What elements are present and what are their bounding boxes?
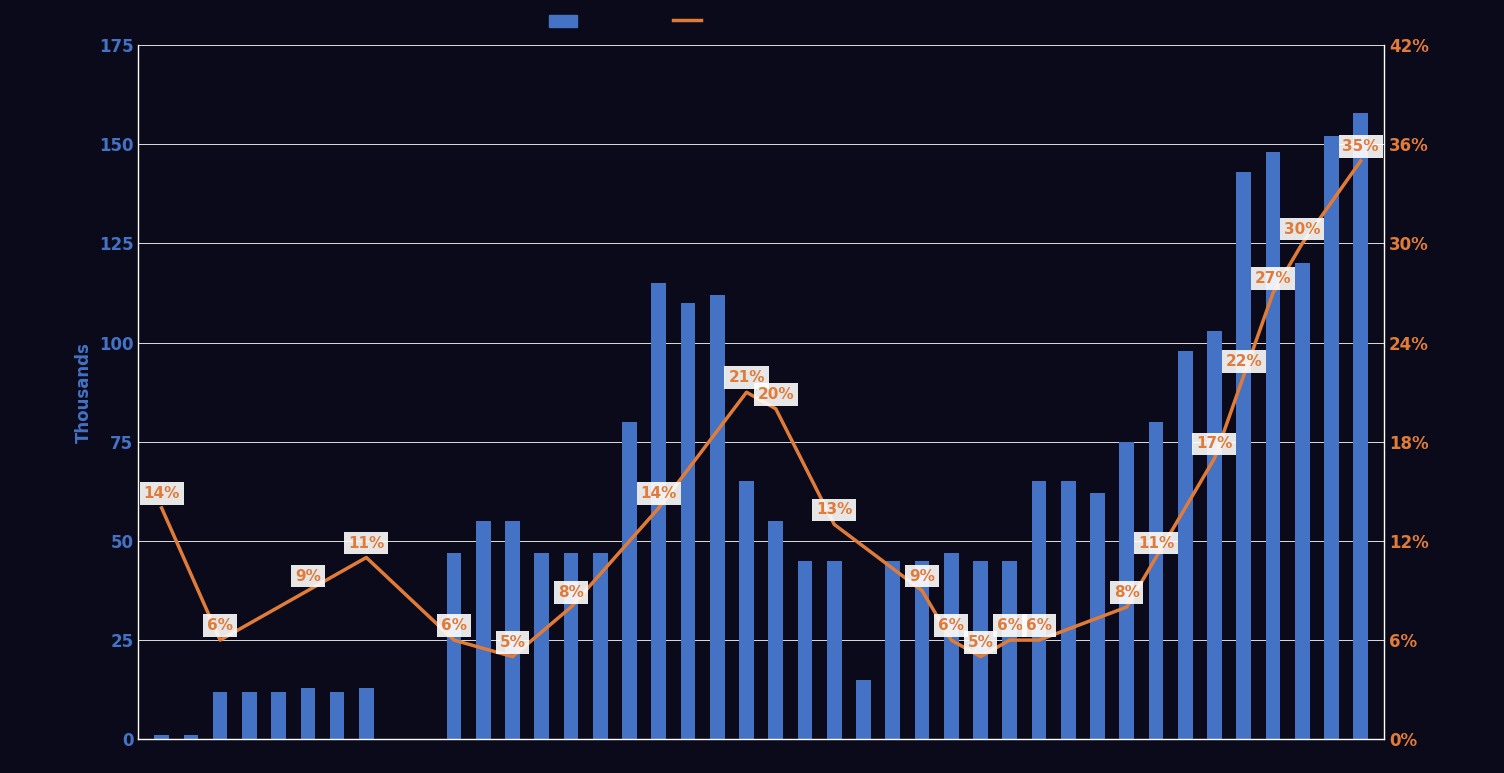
Bar — [301, 688, 316, 739]
Bar — [1266, 152, 1280, 739]
Bar — [534, 553, 549, 739]
Bar — [1119, 442, 1134, 739]
Bar — [1003, 560, 1017, 739]
Text: 6%: 6% — [997, 618, 1023, 633]
Bar — [1236, 172, 1251, 739]
Text: 14%: 14% — [641, 486, 677, 501]
Text: 14%: 14% — [143, 486, 180, 501]
Text: 11%: 11% — [349, 536, 385, 550]
Text: 9%: 9% — [295, 569, 320, 584]
Bar — [1295, 264, 1310, 739]
Text: 6%: 6% — [441, 618, 468, 633]
Bar — [329, 692, 344, 739]
Bar — [505, 521, 520, 739]
Bar — [827, 560, 842, 739]
Bar — [651, 283, 666, 739]
Legend:   ,   : , — [549, 15, 714, 29]
Bar — [1090, 493, 1105, 739]
Bar — [623, 422, 636, 739]
Text: 27%: 27% — [1254, 271, 1292, 286]
Y-axis label: Thousands: Thousands — [75, 342, 93, 443]
Bar — [564, 553, 579, 739]
Text: 9%: 9% — [908, 569, 935, 584]
Text: 8%: 8% — [1114, 585, 1140, 600]
Bar — [856, 679, 871, 739]
Bar — [447, 553, 462, 739]
Bar — [1354, 113, 1369, 739]
Text: 20%: 20% — [758, 386, 794, 402]
Bar — [475, 521, 490, 739]
Bar — [886, 560, 899, 739]
Bar — [359, 688, 373, 739]
Text: 22%: 22% — [1226, 354, 1262, 369]
Text: 21%: 21% — [728, 370, 764, 385]
Text: 5%: 5% — [967, 635, 994, 649]
Bar — [155, 735, 168, 739]
Text: 6%: 6% — [938, 618, 964, 633]
Text: 35%: 35% — [1343, 139, 1379, 154]
Text: 8%: 8% — [558, 585, 584, 600]
Text: 13%: 13% — [817, 502, 853, 517]
Bar — [681, 303, 695, 739]
Bar — [1208, 331, 1221, 739]
Bar — [710, 295, 725, 739]
Bar — [183, 735, 199, 739]
Bar — [593, 553, 608, 739]
Bar — [769, 521, 784, 739]
Bar — [914, 560, 929, 739]
Text: 5%: 5% — [499, 635, 525, 649]
Bar — [1178, 351, 1193, 739]
Bar — [1060, 482, 1075, 739]
Text: 17%: 17% — [1196, 437, 1233, 451]
Bar — [1324, 136, 1339, 739]
Bar — [1149, 422, 1163, 739]
Bar — [973, 560, 988, 739]
Bar — [242, 692, 257, 739]
Text: 6%: 6% — [1026, 618, 1051, 633]
Text: 30%: 30% — [1284, 222, 1321, 237]
Bar — [945, 553, 958, 739]
Bar — [740, 482, 754, 739]
Bar — [1032, 482, 1047, 739]
Bar — [797, 560, 812, 739]
Text: 11%: 11% — [1139, 536, 1175, 550]
Text: 6%: 6% — [208, 618, 233, 633]
Bar — [271, 692, 286, 739]
Bar — [212, 692, 227, 739]
